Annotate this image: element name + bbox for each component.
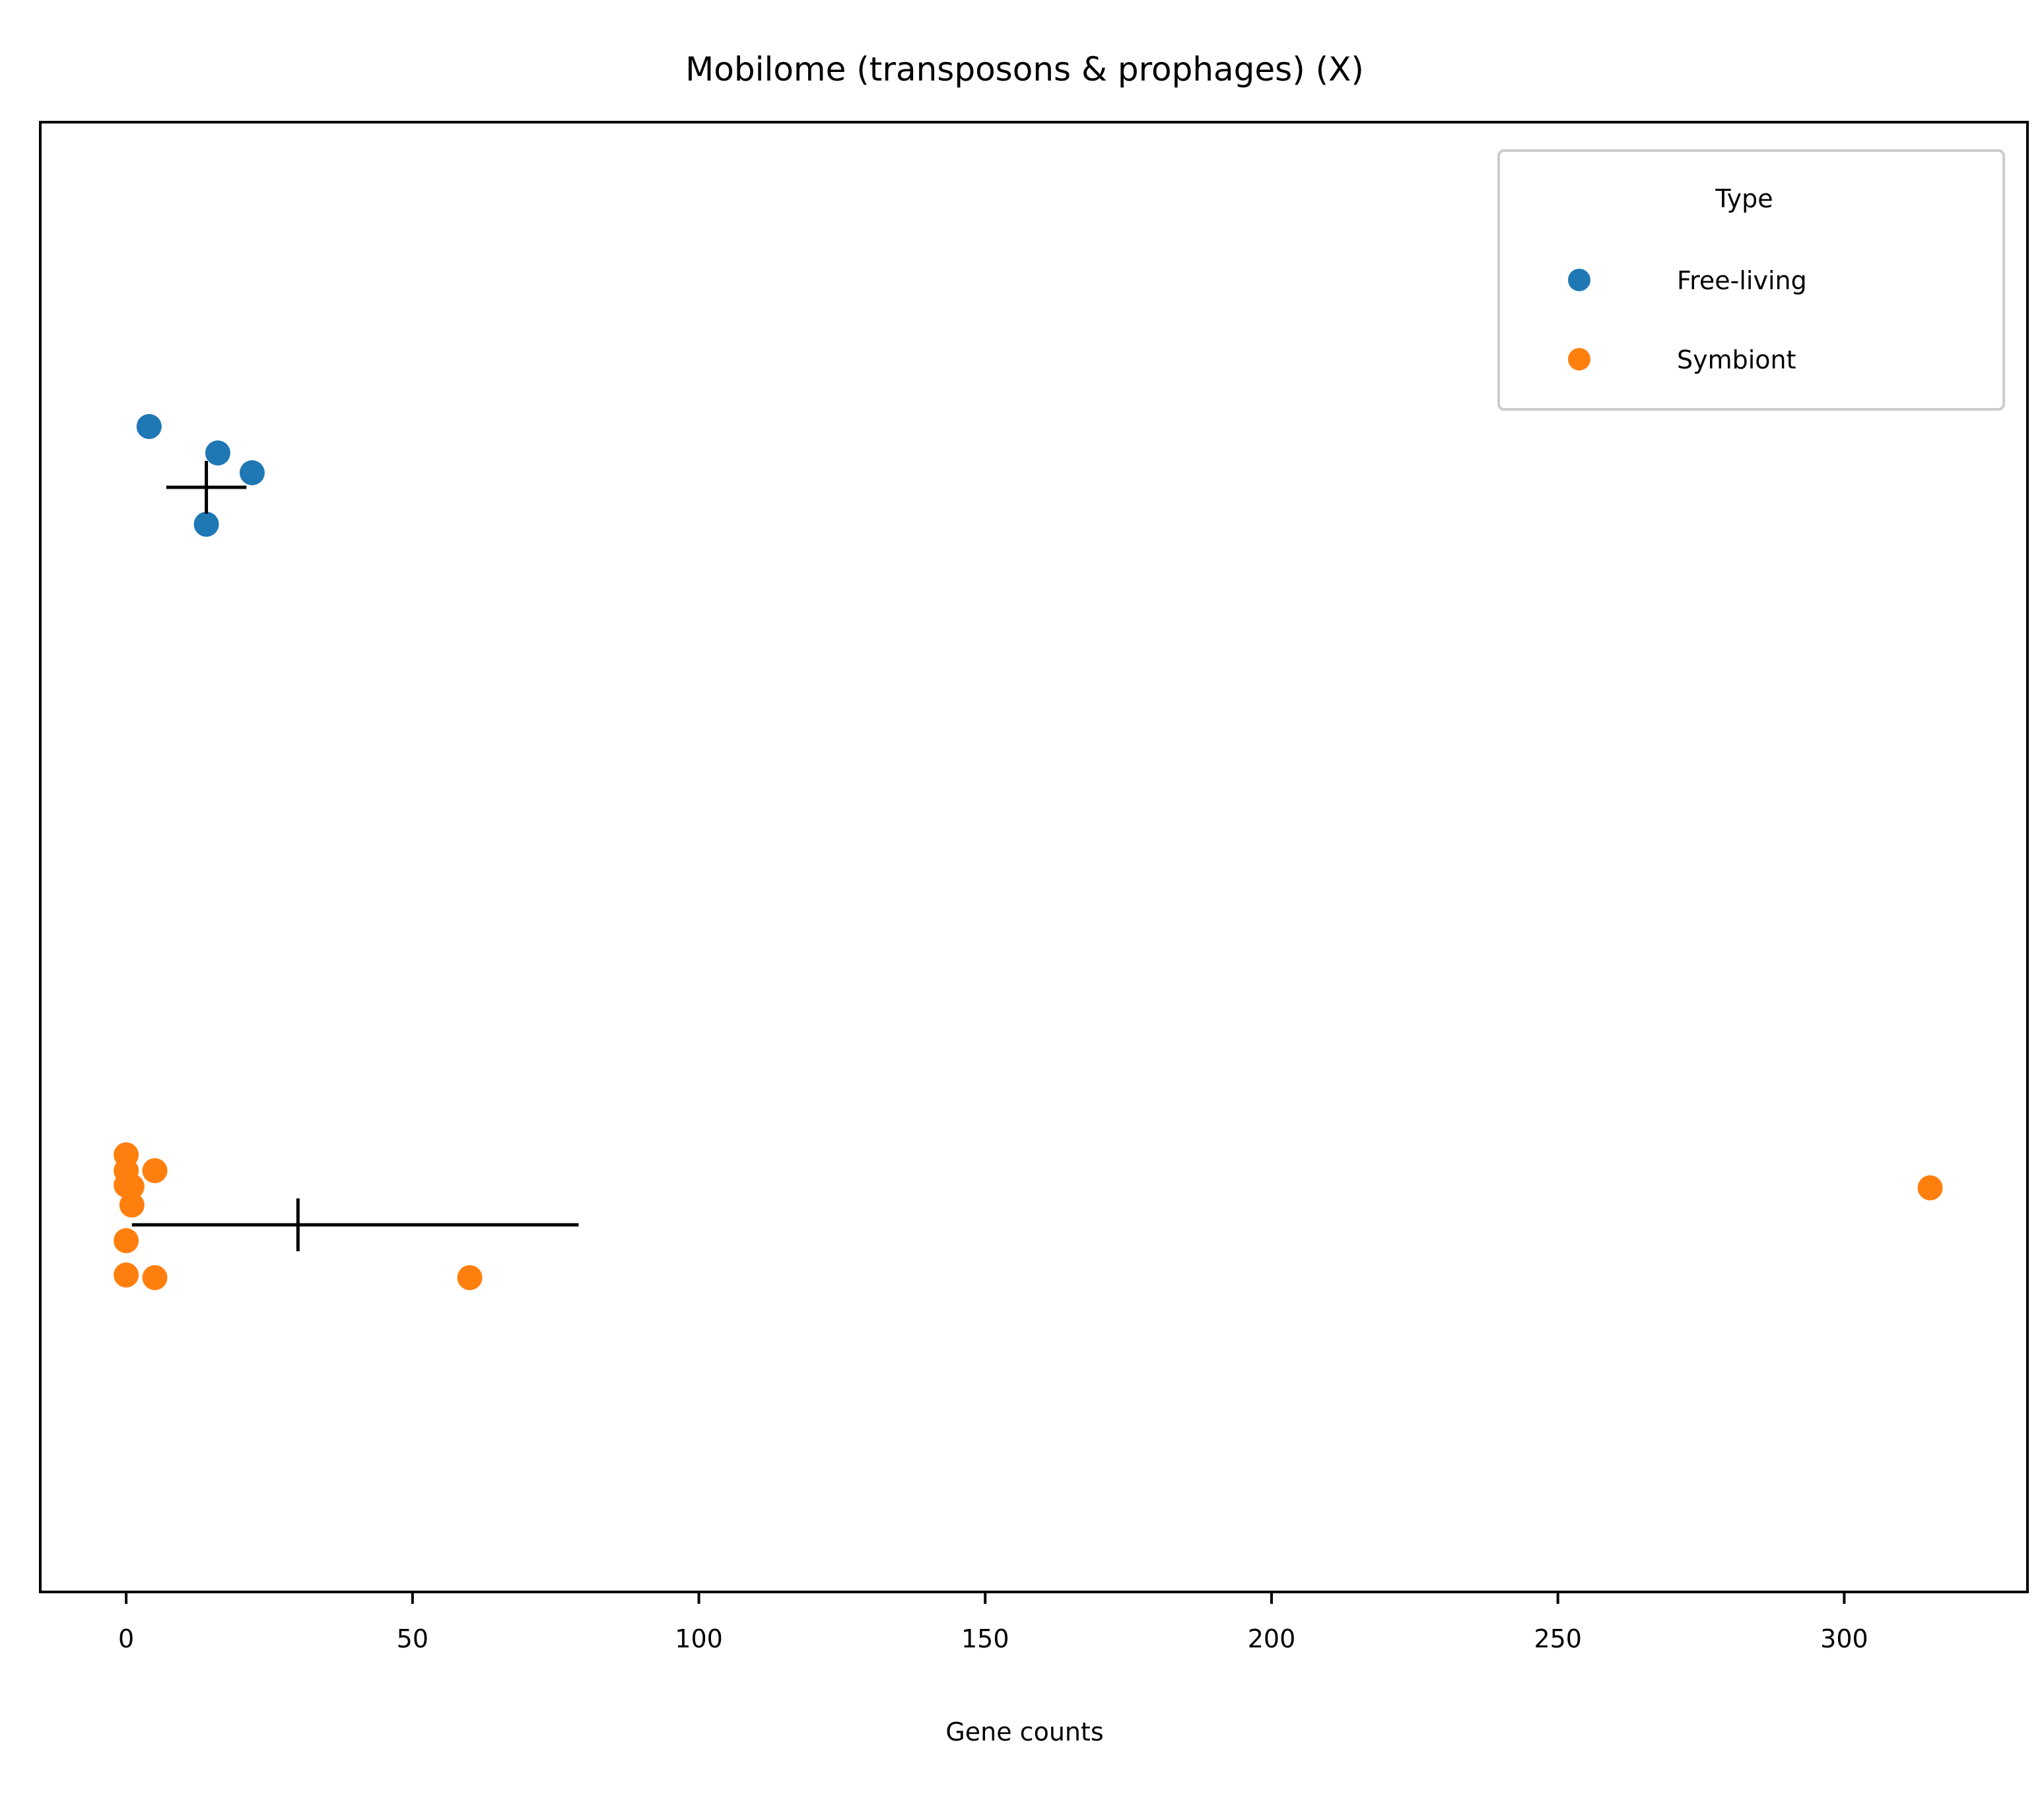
- data-point-symbiont: [1917, 1175, 1943, 1200]
- data-point-symbiont: [119, 1174, 145, 1199]
- x-tick-label: 100: [675, 1624, 723, 1653]
- x-tick-label: 50: [397, 1624, 428, 1653]
- data-point-symbiont: [142, 1265, 168, 1290]
- data-point-symbiont: [457, 1265, 483, 1290]
- legend-marker-symbiont: [1568, 348, 1590, 370]
- x-tick-label: 200: [1248, 1624, 1296, 1653]
- x-tick-label: 150: [961, 1624, 1009, 1653]
- x-tick-label: 300: [1820, 1624, 1868, 1653]
- legend-marker-free-living: [1568, 269, 1590, 291]
- data-point-symbiont: [119, 1192, 145, 1218]
- data-point-symbiont: [142, 1158, 168, 1183]
- error-bars: [131, 461, 579, 1251]
- plot-frame: [39, 121, 2029, 1593]
- data-point-free-living: [205, 440, 230, 466]
- legend-box: [1497, 149, 2005, 411]
- x-axis-ticks: 0 50 100 150 200 250 300: [118, 1592, 1868, 1653]
- data-point-symbiont: [114, 1228, 139, 1253]
- legend-label-free-living: Free-living: [1677, 266, 1807, 295]
- data-point-free-living: [193, 512, 219, 537]
- x-tick-label: 250: [1534, 1624, 1582, 1653]
- x-tick-label: 0: [118, 1624, 134, 1653]
- legend: Type Free-living Symbiont: [1497, 149, 2005, 411]
- x-axis-label: Gene counts: [945, 1717, 1103, 1746]
- data-points: [114, 414, 1943, 1290]
- legend-title: Type: [1715, 184, 1773, 213]
- data-point-free-living: [136, 414, 162, 439]
- data-point-symbiont: [114, 1262, 139, 1288]
- data-point-free-living: [239, 460, 265, 485]
- chart-title: Mobilome (transposons & prophages) (X): [685, 50, 1364, 88]
- legend-label-symbiont: Symbiont: [1677, 345, 1796, 374]
